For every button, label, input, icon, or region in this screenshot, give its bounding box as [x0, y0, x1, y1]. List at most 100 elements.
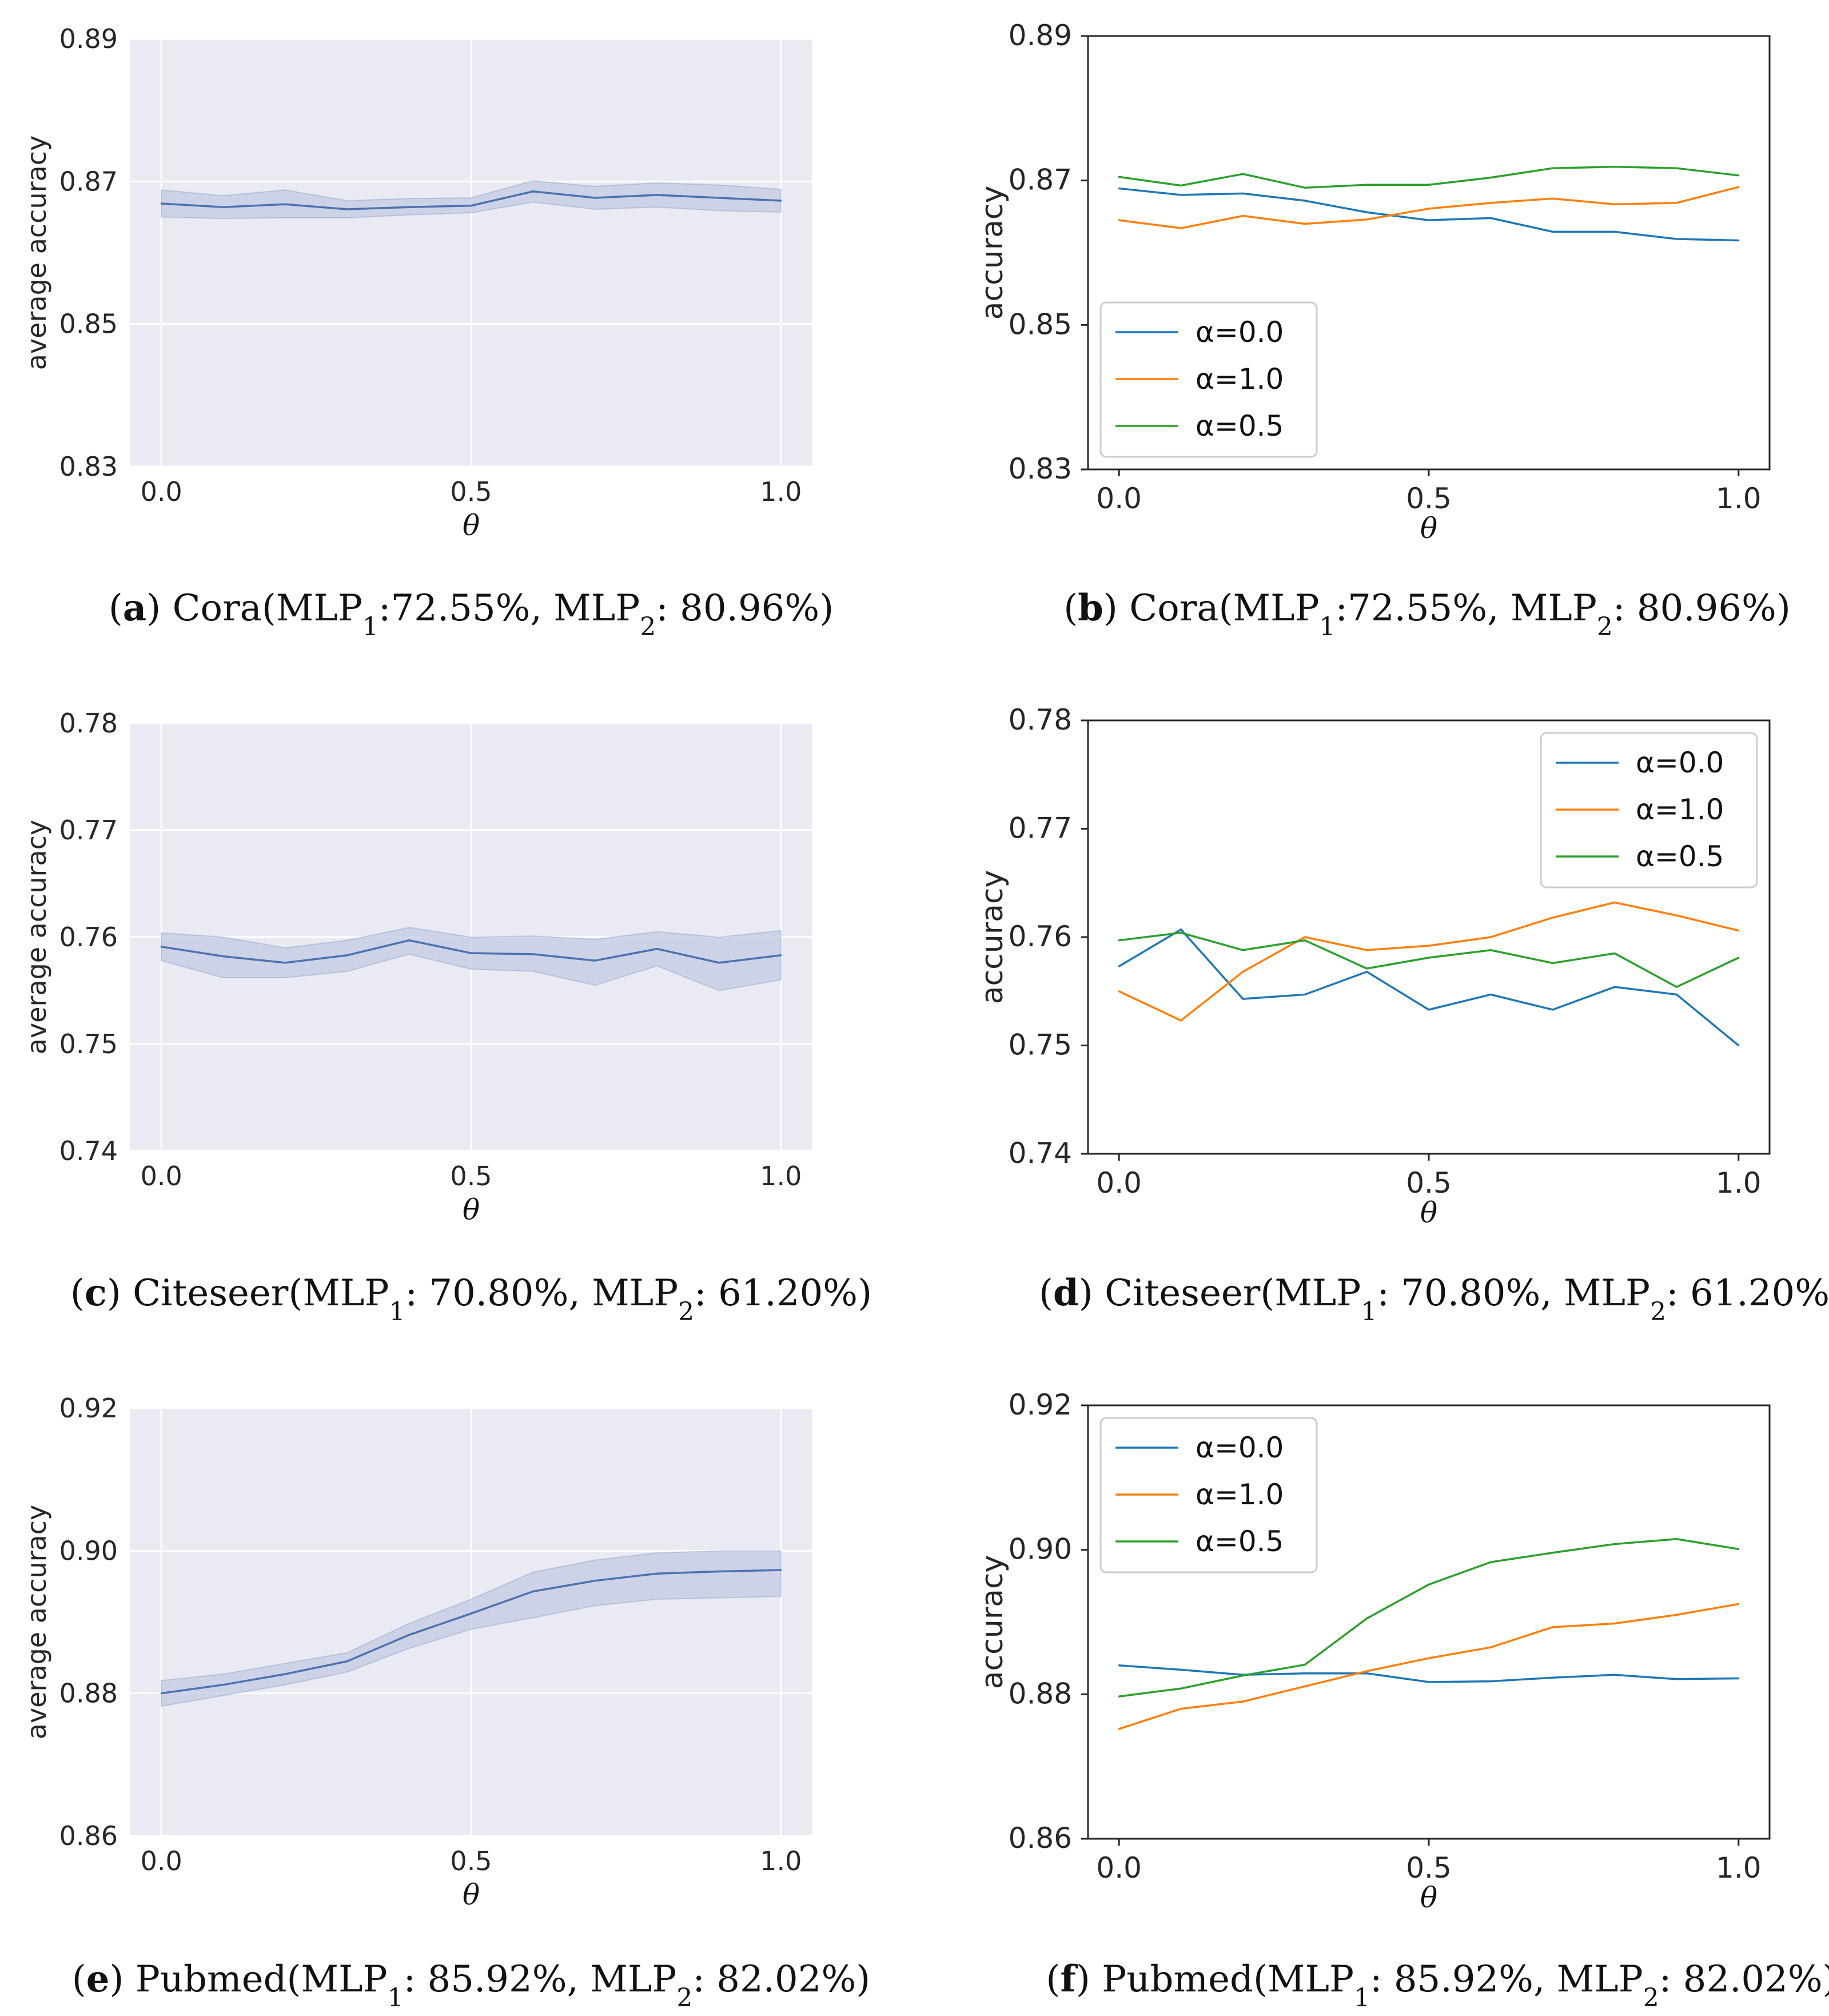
data-point	[718, 1570, 720, 1572]
data-point	[1118, 939, 1120, 942]
data-point	[532, 190, 534, 193]
data-point	[1552, 230, 1554, 233]
data-point	[780, 200, 782, 202]
data-point	[594, 197, 596, 199]
data-point	[656, 194, 658, 196]
y-tick-label: 0.90	[1009, 1533, 1072, 1566]
y-tick-label: 0.89	[1009, 19, 1072, 52]
x-tick-label: 0.0	[1096, 482, 1142, 515]
legend: α=0.0 α=1.0 α=0.5	[1099, 301, 1318, 458]
y-tick-label: 0.87	[1009, 164, 1072, 197]
x-tick-label: 1.0	[1716, 1851, 1762, 1884]
data-point	[1489, 217, 1492, 219]
data-point	[160, 946, 162, 948]
data-point	[1428, 184, 1430, 186]
data-point	[284, 203, 286, 205]
data-point	[1428, 219, 1430, 221]
chart-panel-a: 0.83 0.85 0.87 0.89 0.0 0.5 1.0 θ average accura…	[21, 23, 834, 642]
data-point	[1552, 1626, 1554, 1628]
y-tick-label: 0.86	[59, 1820, 118, 1851]
legend: α=0.0 α=1.0 α=0.5	[1540, 732, 1758, 889]
data-point	[1738, 1678, 1740, 1680]
data-point	[1366, 949, 1368, 951]
y-axis-label: average accuracy	[21, 136, 52, 370]
y-tick-label: 0.77	[1009, 812, 1072, 845]
data-point	[1242, 192, 1244, 194]
data-point	[594, 959, 596, 962]
x-tick-label: 0.5	[450, 476, 492, 507]
legend-label: α=1.0	[1636, 793, 1724, 826]
x-tick-label: 0.0	[1096, 1851, 1142, 1884]
panel-caption: (c) Citeseer(MLP1: 70.80%, MLP2: 61.20%)	[70, 1272, 872, 1326]
data-point	[470, 1612, 472, 1615]
data-point	[284, 1673, 286, 1675]
data-point	[1489, 1646, 1492, 1648]
data-point	[1242, 949, 1244, 951]
data-point	[1180, 1668, 1182, 1671]
data-point	[222, 1684, 225, 1686]
data-point	[1675, 167, 1677, 169]
data-point	[1366, 1670, 1368, 1672]
chart-panel-c: 0.74 0.75 0.76 0.77 0.78 0.0 0.5 1.0 θ average ac…	[21, 708, 872, 1326]
data-point	[1428, 957, 1430, 959]
data-point	[1489, 949, 1492, 951]
data-point	[718, 197, 720, 199]
data-point	[1242, 215, 1244, 217]
data-point	[1738, 957, 1740, 959]
data-point	[1552, 197, 1554, 200]
data-point	[1738, 930, 1740, 932]
data-point	[1613, 1674, 1616, 1676]
legend-label: α=0.5	[1196, 1525, 1284, 1558]
y-axis-label: average accuracy	[21, 820, 52, 1054]
data-point	[222, 206, 225, 208]
data-point	[160, 202, 162, 205]
data-point	[1613, 230, 1616, 233]
data-point	[1304, 222, 1306, 225]
data-point	[1180, 185, 1182, 187]
data-point	[1428, 208, 1430, 210]
y-tick-label: 0.83	[1009, 452, 1072, 485]
data-point	[408, 939, 411, 942]
x-tick-label: 0.5	[450, 1846, 492, 1876]
data-point	[1366, 967, 1368, 970]
data-point	[1366, 1672, 1368, 1675]
data-point	[1180, 1687, 1182, 1690]
data-point	[1613, 166, 1616, 168]
y-tick-label: 0.92	[59, 1393, 118, 1424]
data-point	[1304, 939, 1306, 942]
data-point	[1118, 188, 1120, 190]
data-point	[1552, 1009, 1554, 1011]
legend-label: α=1.0	[1196, 1478, 1284, 1511]
legend-label: α=1.0	[1196, 362, 1284, 396]
data-point	[594, 1580, 596, 1582]
data-point	[1180, 227, 1182, 229]
data-point	[1118, 219, 1120, 221]
x-axis-label: θ	[1420, 1196, 1437, 1229]
y-tick-label: 0.90	[59, 1535, 118, 1566]
y-tick-label: 0.76	[1009, 920, 1072, 953]
data-point	[1738, 1548, 1740, 1550]
data-point	[1489, 1680, 1492, 1683]
chart-panel-d: 0.74 0.75 0.76 0.77 0.78 0.0 0.5 1.0 θ accuracy α=…	[975, 703, 1829, 1326]
data-point	[532, 953, 534, 955]
legend-label: α=0.0	[1196, 1431, 1284, 1464]
panel-caption: (e) Pubmed(MLP1: 85.92%, MLP2: 82.02%)	[72, 1958, 870, 2013]
data-point	[408, 1633, 411, 1636]
legend-label: α=0.0	[1636, 746, 1724, 779]
x-tick-label: 1.0	[760, 476, 802, 507]
data-point	[1613, 952, 1616, 954]
data-point	[1613, 901, 1616, 903]
data-point	[1180, 1019, 1182, 1022]
y-axis-label: average accuracy	[21, 1505, 52, 1739]
data-point	[1738, 1603, 1740, 1605]
data-point	[1613, 203, 1616, 205]
confidence-band	[161, 927, 782, 991]
confidence-band	[161, 180, 782, 220]
data-point	[1428, 1657, 1430, 1659]
data-point	[1675, 1678, 1677, 1680]
data-point	[532, 1590, 534, 1592]
data-point	[1675, 202, 1677, 204]
y-tick-label: 0.83	[59, 451, 118, 482]
data-point	[346, 954, 348, 957]
